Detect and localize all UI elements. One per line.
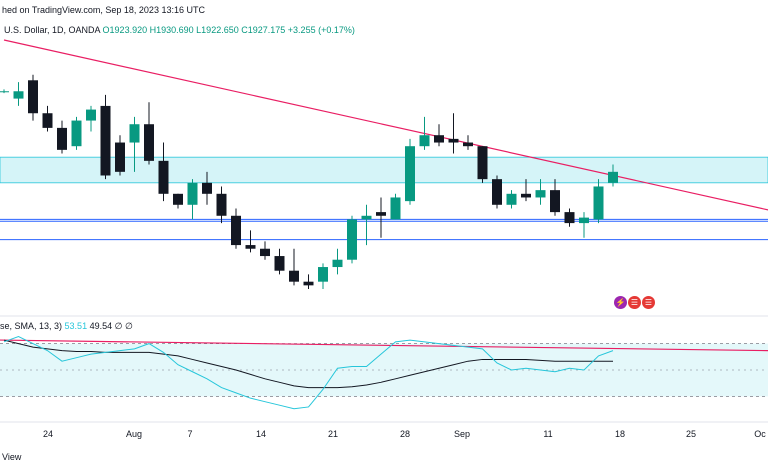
candle-body xyxy=(390,197,401,220)
candle-body xyxy=(550,190,560,213)
candle-body xyxy=(405,146,415,202)
symbol-ohlc-line: U.S. Dollar, 1D, OANDA O1923.920 H1930.6… xyxy=(4,25,355,35)
candle-body xyxy=(158,160,169,194)
candle-body xyxy=(42,113,53,128)
candle-body xyxy=(477,146,488,180)
x-tick-label: 25 xyxy=(686,429,696,439)
candle-body xyxy=(115,142,125,172)
candle-body xyxy=(0,91,9,93)
x-tick-label: Sep xyxy=(454,429,470,439)
candle-body xyxy=(86,109,96,121)
candle-body xyxy=(274,256,285,271)
candle-body xyxy=(608,171,618,183)
oscillator-name: se, SMA, 13, 3) xyxy=(0,321,63,331)
x-tick-label: Oc xyxy=(754,429,766,439)
candle-body xyxy=(463,142,473,147)
close-value: C1927.175 xyxy=(241,25,286,35)
candle-body xyxy=(289,270,299,282)
lightning-icon[interactable]: ⚡ xyxy=(614,296,627,309)
x-tick-label: 18 xyxy=(615,429,625,439)
x-tick-label: 11 xyxy=(543,429,552,439)
symbol-name: U.S. Dollar, 1D, OANDA xyxy=(4,25,101,35)
low-value: L1922.650 xyxy=(196,25,239,35)
candle-body xyxy=(71,120,82,147)
us-flag-icon[interactable]: ☰ xyxy=(628,296,641,309)
oscillator-extra: ∅ ∅ xyxy=(114,321,133,331)
oscillator-value-k: 53.51 xyxy=(64,321,88,331)
oscillator-trendline xyxy=(0,339,768,352)
high-value: H1930.690 xyxy=(149,25,194,35)
oscillator-legend: se, SMA, 13, 3) 53.51 49.54 ∅ ∅ xyxy=(0,321,133,332)
candle-body xyxy=(173,193,183,205)
candle-body xyxy=(564,212,575,224)
candle-body xyxy=(28,80,38,114)
candle-body xyxy=(506,193,517,205)
candle-body xyxy=(361,215,372,220)
published-header: hed on TradingView.com, Sep 18, 2023 13:… xyxy=(2,5,205,15)
x-tick-label: 14 xyxy=(256,429,266,439)
candle-body xyxy=(579,217,589,224)
x-tick-label: Aug xyxy=(126,429,142,439)
candle-body xyxy=(245,245,256,249)
candle-body xyxy=(202,182,212,194)
candle-body xyxy=(376,212,386,216)
candle-body xyxy=(303,281,314,286)
candle-body xyxy=(492,179,502,205)
x-tick-label: 24 xyxy=(43,429,53,439)
candle-body xyxy=(419,135,430,147)
candle-body xyxy=(216,193,227,216)
x-tick-label: 7 xyxy=(187,429,192,439)
candle-body xyxy=(521,193,531,198)
candle-body xyxy=(260,248,270,257)
candle-body xyxy=(231,215,241,246)
oscillator-k-line xyxy=(3,336,614,410)
trendline xyxy=(3,39,768,211)
x-tick-label: 28 xyxy=(400,429,410,439)
candle-body xyxy=(593,186,604,220)
open-value: O1923.920 xyxy=(102,25,148,35)
oscillator-value-d: 49.54 xyxy=(89,321,113,331)
resistance-zone xyxy=(0,156,768,184)
us-flag-icon[interactable]: ☰ xyxy=(642,296,655,309)
candle-body xyxy=(57,127,67,150)
candle-body xyxy=(535,190,546,198)
candle-body xyxy=(129,124,140,143)
candle-body xyxy=(187,182,198,205)
candle-body xyxy=(434,135,444,143)
candle-body xyxy=(347,219,357,260)
candle-body xyxy=(332,259,343,268)
candle-body xyxy=(13,91,24,99)
candle-body xyxy=(100,105,111,176)
footer-text: View xyxy=(2,452,22,462)
candle-body xyxy=(448,138,459,143)
x-tick-label: 21 xyxy=(328,429,338,439)
change-value: +3.255 (+0.17%) xyxy=(287,25,355,35)
candle-body xyxy=(318,267,328,282)
candle-body xyxy=(144,124,154,161)
